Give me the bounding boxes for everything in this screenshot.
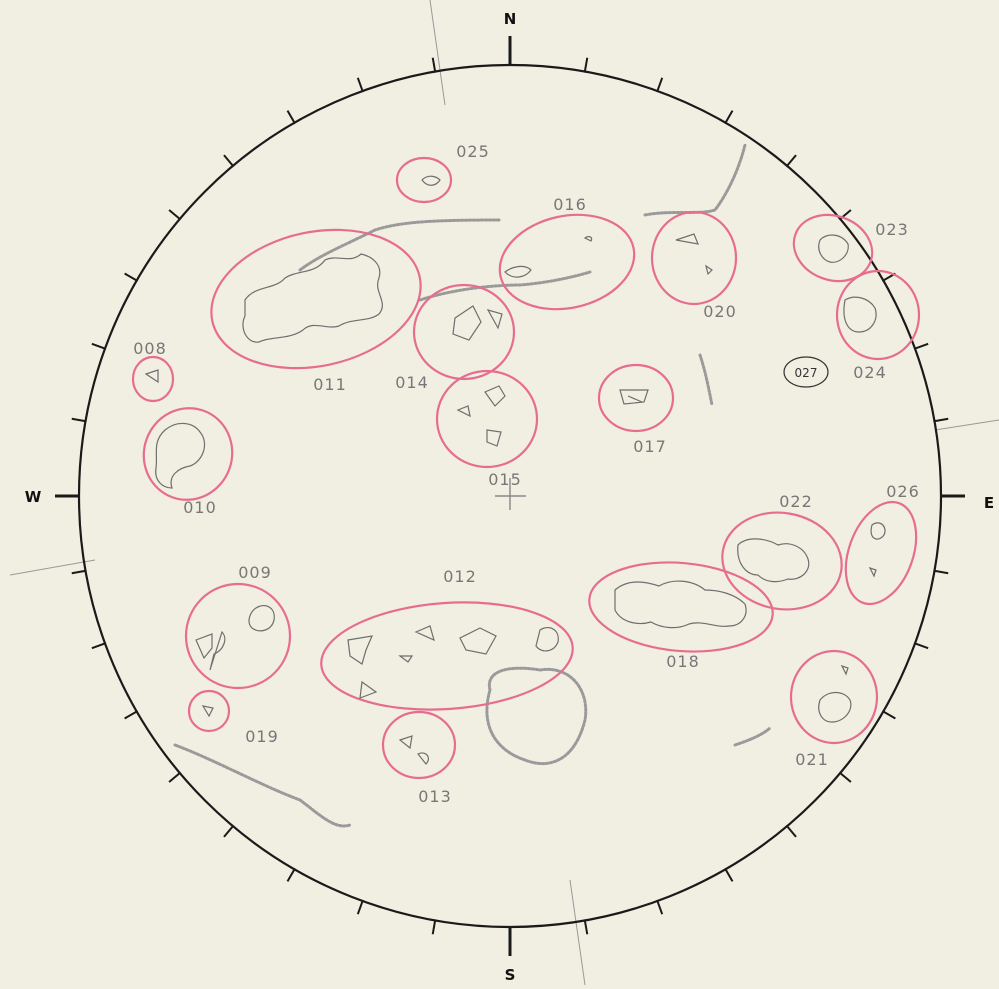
region-labels: 008 009 010 011 012 013 014 015 016 017 … — [133, 142, 920, 806]
region-outline-024 — [835, 269, 921, 361]
region-label-009: 009 — [238, 563, 272, 582]
region-outline-009 — [184, 582, 292, 690]
region-outline-014 — [412, 283, 516, 381]
limb-tick — [168, 209, 182, 221]
disk-center-cross — [495, 478, 526, 510]
limb-tick — [838, 771, 852, 783]
region-label-027-ring — [783, 356, 829, 388]
compass-west-label: W — [25, 488, 42, 506]
limb-tick — [124, 710, 139, 720]
region-outline-019 — [187, 689, 231, 733]
limb-tick — [223, 824, 235, 838]
limb-tick — [785, 154, 797, 168]
region-outline-017 — [597, 363, 675, 433]
region-outline-016 — [498, 213, 636, 311]
limb-tick — [91, 642, 107, 650]
limb-tick — [881, 710, 896, 720]
limb-tick — [91, 342, 107, 350]
region-outline-023 — [792, 213, 874, 283]
limb-tick — [124, 272, 139, 282]
compass-east-label: E — [984, 494, 994, 512]
region-outline-012 — [320, 601, 574, 711]
region-label-024: 024 — [853, 363, 887, 382]
region-outline-011 — [210, 228, 422, 370]
region-outline-022 — [721, 511, 843, 611]
limb-tick — [223, 154, 235, 168]
region-label-020: 020 — [703, 302, 737, 321]
limb-tick — [785, 824, 797, 838]
limb-tick — [168, 771, 182, 783]
construction-lines — [9, 0, 999, 986]
limb-tick — [656, 77, 664, 93]
region-label-015: 015 — [488, 470, 522, 489]
region-label-011: 011 — [313, 375, 347, 394]
region-label-019: 019 — [245, 727, 279, 746]
region-label-025: 025 — [456, 142, 490, 161]
limb-ticks — [71, 57, 949, 935]
region-outline-025 — [395, 156, 453, 204]
region-outline-018 — [588, 561, 774, 653]
region-label-013: 013 — [418, 787, 452, 806]
region-label-017: 017 — [633, 437, 667, 456]
active-region-outlines — [131, 156, 921, 780]
region-outline-026 — [844, 500, 918, 606]
region-label-026: 026 — [886, 482, 920, 501]
limb-tick — [431, 919, 437, 935]
region-label-022: 022 — [779, 492, 813, 511]
region-outline-020 — [650, 210, 738, 306]
region-outline-021 — [789, 649, 879, 745]
limb-tick — [724, 110, 734, 125]
region-outline-010 — [142, 407, 234, 501]
limb-tick — [356, 77, 364, 93]
region-label-027: 027 — [795, 366, 818, 380]
region-label-014: 014 — [395, 373, 429, 392]
limb-tick — [431, 57, 437, 73]
limb-tick — [356, 899, 364, 915]
region-label-012: 012 — [443, 567, 477, 586]
limb-tick — [71, 417, 87, 423]
region-label-016: 016 — [553, 195, 587, 214]
filaments — [173, 143, 772, 828]
limb-tick — [913, 642, 929, 650]
region-label-023: 023 — [875, 220, 909, 239]
limb-tick — [913, 342, 929, 350]
limb-tick — [933, 569, 949, 575]
compass-ticks — [55, 36, 965, 956]
region-outline-015 — [435, 369, 539, 469]
region-outline-013 — [381, 710, 457, 780]
limb-tick — [933, 417, 949, 423]
region-label-010: 010 — [183, 498, 217, 517]
limb-tick — [724, 867, 734, 882]
limb-tick — [71, 569, 87, 575]
region-label-021: 021 — [795, 750, 829, 769]
region-outline-008 — [131, 355, 175, 403]
compass-north-label: N — [504, 10, 517, 28]
region-label-018: 018 — [666, 652, 700, 671]
limb-tick — [286, 110, 296, 125]
region-label-008: 008 — [133, 339, 167, 358]
sunspot-sketches — [144, 175, 886, 765]
limb-tick — [583, 919, 589, 935]
limb-tick — [286, 867, 296, 882]
limb-tick — [583, 57, 589, 73]
compass-south-label: S — [505, 966, 516, 984]
limb-tick — [656, 899, 664, 915]
